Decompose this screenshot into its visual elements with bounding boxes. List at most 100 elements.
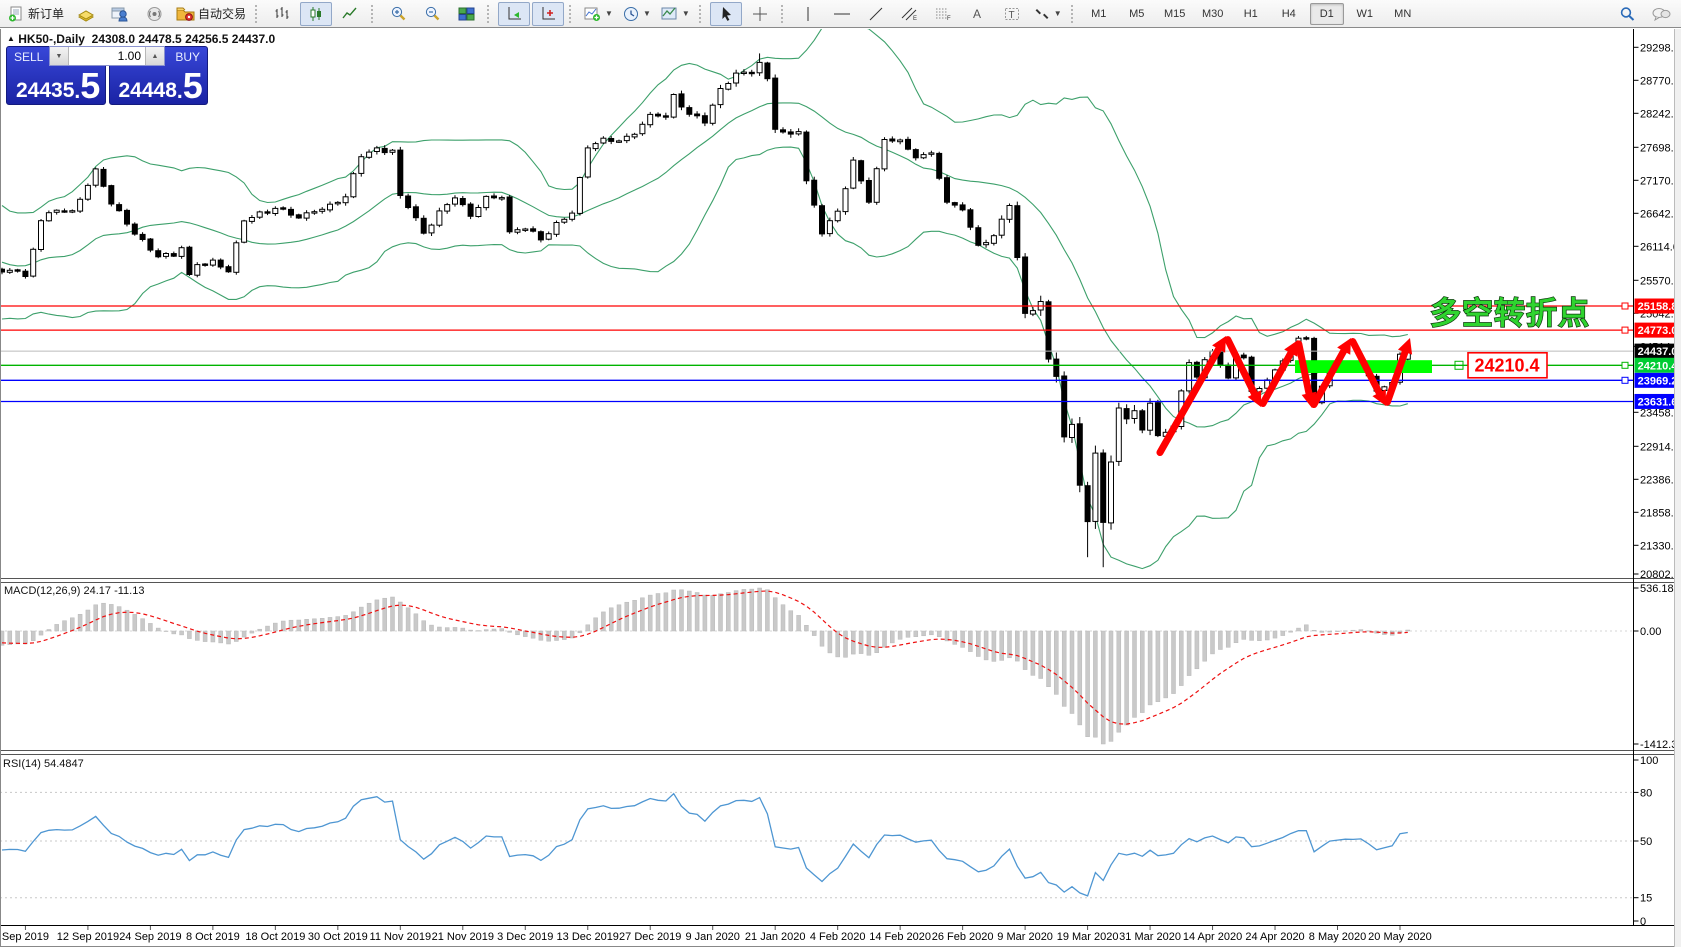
strategy-navigator-button[interactable] (138, 2, 170, 26)
line-chart-type-button[interactable] (334, 2, 366, 26)
zigzag-arrows[interactable] (1156, 336, 1413, 457)
price-axis-label: 27170.0 (1640, 175, 1680, 187)
macd-axis-label: 536.18 (1640, 583, 1674, 595)
chart-shift-button[interactable] (532, 1, 565, 26)
dropdown-caret: ▼ (681, 9, 690, 18)
time-axis-label: 8 Oct 2019 (186, 931, 240, 943)
timeframe-w1[interactable]: W1 (1356, 7, 1373, 20)
trendline-icon (869, 7, 883, 20)
price-tag (1634, 298, 1681, 314)
zoom-in-button[interactable] (382, 2, 414, 26)
price-axis-label: 21858.0 (1640, 507, 1680, 519)
macd-name: MACD(12,26,9) (4, 585, 81, 597)
broadcast-icon (147, 6, 162, 21)
time-axis-label: 14 Feb 2020 (869, 931, 931, 943)
arrows-icon (1035, 8, 1049, 19)
volume-stepper[interactable]: ▼ 1.00 ▲ (49, 46, 165, 66)
line-marker[interactable] (1621, 326, 1629, 334)
tile-windows-button[interactable] (450, 2, 482, 26)
sell-price: 24435. 5 (16, 65, 101, 106)
sell-price-dec: 5 (80, 65, 101, 106)
equidistant-channel-tool[interactable]: E (894, 2, 926, 26)
candlestick-chart-type-button[interactable] (300, 1, 333, 26)
price-axis-label: 28770.0 (1640, 75, 1680, 87)
template-icon (661, 7, 677, 19)
bar-chart-type-button[interactable] (266, 2, 298, 26)
chat-button[interactable] (1645, 2, 1677, 26)
time-axis-label: 21 Nov 2019 (432, 931, 494, 943)
vertical-line-tool[interactable] (792, 2, 824, 26)
new-order-button[interactable]: 新订单 (4, 2, 68, 26)
indicators-button[interactable]: ▼ (580, 2, 617, 26)
horizontal-line-tool[interactable] (826, 2, 858, 26)
timeframe-m15[interactable]: M15 (1164, 7, 1186, 20)
price-axis-label: 29298.0 (1640, 42, 1680, 54)
time-axis-label: 12 Sep 2019 (57, 931, 119, 943)
candlestick-icon (310, 6, 322, 21)
line-marker[interactable] (1621, 361, 1629, 369)
auto-scroll-icon (508, 6, 521, 19)
crosshair-tool-button[interactable] (744, 2, 776, 26)
timeframe-d1[interactable]: D1 (1309, 2, 1344, 25)
volume-decrease-button[interactable]: ▼ (50, 47, 69, 65)
line-marker[interactable] (1621, 376, 1629, 384)
price-axis-label: 22914.0 (1640, 441, 1680, 453)
rsi-line (1, 792, 1408, 897)
chart-profile-button[interactable] (70, 2, 102, 26)
zoom-out-button[interactable] (416, 2, 448, 26)
trendline-tool[interactable] (860, 2, 892, 26)
toolbar-separator (1070, 4, 1077, 23)
text-tool[interactable]: A (962, 2, 994, 26)
fibonacci-tool[interactable]: F (928, 2, 960, 26)
timeframe-h1[interactable]: H1 (1243, 7, 1258, 20)
timeframe-m30[interactable]: M30 (1202, 7, 1224, 20)
time-axis-label: 21 Jan 2020 (745, 931, 806, 943)
chart-shift-icon (542, 6, 555, 19)
text-label-tool[interactable]: T (996, 2, 1028, 26)
rsi-label: RSI(14) 54.4847 (3, 758, 84, 770)
auto-scroll-button[interactable] (498, 1, 531, 26)
label-icon: T (1004, 7, 1019, 21)
autotrading-button[interactable]: 自动交易 (172, 2, 250, 26)
autotrading-label: 自动交易 (198, 7, 247, 21)
price-axis-label: 21330.0 (1640, 540, 1680, 552)
price-axis-label: 23458.0 (1640, 407, 1680, 419)
time-axis-label: 8 May 2020 (1309, 931, 1366, 943)
one-click-trading-panel: SELL 24435. 5 BUY 24448. 5 ▼ 1.00 ▲ (6, 46, 208, 105)
price-callout-box[interactable] (1467, 351, 1548, 379)
callout-anchor-marker[interactable] (1454, 360, 1464, 370)
dropdown-caret: ▼ (1053, 9, 1062, 18)
chat-icon (1652, 7, 1671, 21)
rsi-axis-label: 80 (1640, 787, 1652, 799)
market-watch-button[interactable] (104, 2, 136, 26)
search-button[interactable] (1611, 2, 1643, 26)
price-axis[interactable]: 29298.0 28770.0 28242.0 27698.0 27170.0 26642… (1633, 42, 1680, 581)
autotrading-icon (176, 7, 195, 21)
volume-increase-button[interactable]: ▲ (145, 47, 164, 65)
timeframe-m5[interactable]: M5 (1129, 7, 1145, 20)
time-axis-label: 4 Feb 2020 (810, 931, 866, 943)
time-axis[interactable]: Sep 2019 12 Sep 2019 24 Sep 2019 8 Oct 2019… (2, 926, 1432, 943)
horizontal-line-icon (833, 13, 850, 14)
toolbar: 新订单 自动交易 (0, 0, 1681, 28)
buy-price: 24448. 5 (119, 68, 203, 104)
turning-point-annotation[interactable]: 多空转折点 (1429, 295, 1590, 331)
line-chart-icon (342, 7, 357, 18)
bollinger-bands (1, 29, 1408, 570)
svg-text:E: E (913, 16, 917, 22)
rsi-axis-label: 15 (1640, 893, 1652, 905)
timeframe-h4[interactable]: H4 (1281, 7, 1296, 20)
arrows-tool[interactable]: ▼ (1030, 2, 1066, 26)
macd-label: MACD(12,26,9) 24.17 -11.13 (4, 585, 144, 597)
rsi-axis-label: 50 (1640, 836, 1652, 848)
price-tag-label: 23969.2 (1638, 375, 1678, 387)
templates-button[interactable]: ▼ (657, 2, 694, 26)
indicators-icon (584, 7, 601, 21)
svg-text:A: A (973, 7, 981, 21)
line-marker[interactable] (1621, 302, 1629, 310)
cursor-tool-button[interactable] (709, 1, 742, 26)
timeframe-mn[interactable]: MN (1394, 7, 1412, 20)
timeframe-m1[interactable]: M1 (1091, 7, 1107, 20)
periods-button[interactable]: ▼ (619, 2, 655, 26)
